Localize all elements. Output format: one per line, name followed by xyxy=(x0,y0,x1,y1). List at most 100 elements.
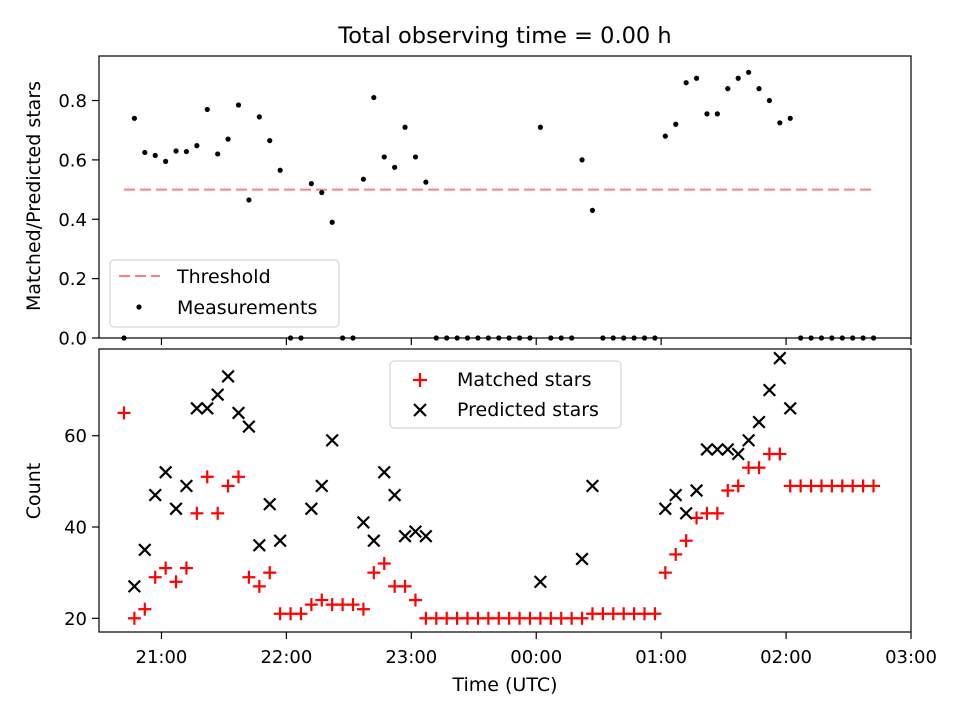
matched-stars-point xyxy=(263,566,277,580)
matched-stars-point xyxy=(242,570,256,584)
predicted-stars-point xyxy=(752,415,766,429)
count-y-tick-label: 20 xyxy=(64,609,87,630)
ratio-panel: 0.00.20.40.60.8 Matched/Predicted stars … xyxy=(23,55,912,350)
predicted-stars-point xyxy=(679,506,693,520)
matched-stars-point xyxy=(315,593,329,607)
predicted-stars-point xyxy=(408,525,423,539)
ratio-y-tick-label: 0.2 xyxy=(58,269,87,290)
measurement-point xyxy=(256,114,262,120)
measurement-point xyxy=(267,138,273,144)
predicted-stars-point xyxy=(367,534,381,548)
x-tick-label: 02:00 xyxy=(760,647,812,668)
measurement-point xyxy=(766,97,773,104)
measurement-point xyxy=(412,154,419,160)
matched-stars-point xyxy=(773,447,787,461)
measurement-point xyxy=(204,106,210,113)
matched-stars-point xyxy=(731,479,745,493)
predicted-stars-point xyxy=(315,479,329,493)
count-x-axis: 21:00 22:00 23:00 00:00 01:00 02:00 03:00 xyxy=(136,632,937,668)
predicted-stars-point xyxy=(377,465,391,479)
matched-stars-point xyxy=(752,461,766,475)
predicted-stars-point xyxy=(211,388,225,402)
measurement-point xyxy=(714,111,720,117)
measurement-point xyxy=(392,164,398,170)
measurement-point xyxy=(537,124,543,130)
matched-stars-point xyxy=(294,607,308,621)
matched-legend-label: Matched stars xyxy=(457,369,591,391)
matched-stars-point xyxy=(575,611,589,625)
measurement-point xyxy=(225,136,231,142)
matched-legend-swatch xyxy=(413,373,427,387)
matched-stars-point xyxy=(190,506,204,520)
matched-stars-point xyxy=(398,579,412,593)
predicted-legend-label: Predicted stars xyxy=(457,399,599,421)
matched-stars-point xyxy=(138,602,152,616)
measurement-point xyxy=(329,219,335,225)
predicted-stars-point xyxy=(159,465,173,479)
matched-stars-point xyxy=(179,561,193,575)
measurement-point xyxy=(787,115,793,121)
measurement-point xyxy=(735,75,741,81)
measurement-point xyxy=(308,181,314,187)
measurement-point xyxy=(673,121,679,127)
measurements-legend-label: Measurements xyxy=(177,297,317,319)
count-y-label: Count xyxy=(23,463,45,519)
x-tick-label: 01:00 xyxy=(635,647,687,668)
measurement-point xyxy=(756,86,762,92)
measurement-point xyxy=(319,189,325,196)
count-panel: 20 40 60 21:00 22:00 23:00 00:00 01:00 02:00 03:… xyxy=(23,348,937,696)
measurement-point xyxy=(777,120,783,126)
predicted-stars-point xyxy=(263,497,277,511)
measurement-point xyxy=(662,133,668,139)
count-plot-frame xyxy=(98,348,912,633)
measurement-point xyxy=(194,143,200,149)
predicted-stars-point xyxy=(669,488,683,502)
predicted-stars-point xyxy=(762,383,776,397)
predicted-stars-point xyxy=(585,479,600,493)
matched-stars-point xyxy=(679,534,693,548)
matched-stars-point xyxy=(252,579,266,593)
measurement-point xyxy=(704,111,710,117)
predicted-stars-point xyxy=(148,488,162,502)
predicted-stars-point xyxy=(700,442,714,456)
measurement-point xyxy=(589,207,596,213)
predicted-stars-point xyxy=(731,447,745,461)
matched-stars-point xyxy=(200,470,214,484)
measurement-point xyxy=(360,176,367,182)
predicted-stars-point xyxy=(242,420,256,434)
measurement-point xyxy=(371,94,377,101)
measurement-point xyxy=(402,124,408,130)
predicted-legend-swatch xyxy=(413,403,427,417)
x-tick-label: 03:00 xyxy=(885,647,937,668)
ratio-y-label: Matched/Predicted stars xyxy=(23,81,45,311)
matched-stars-point xyxy=(658,566,672,580)
predicted-stars-point xyxy=(304,502,318,516)
x-tick-label: 22:00 xyxy=(260,647,312,668)
predicted-stars-point xyxy=(773,351,787,365)
matched-stars-point xyxy=(169,575,183,589)
matched-stars-point xyxy=(648,607,662,621)
matched-stars-point xyxy=(117,406,131,420)
count-legend: Matched stars Predicted stars xyxy=(389,360,622,429)
matched-stars-point xyxy=(346,598,360,612)
predicted-stars-point xyxy=(221,369,235,383)
measurement-point xyxy=(163,158,169,164)
matched-stars-point xyxy=(211,506,225,520)
matched-stars-point xyxy=(721,484,735,497)
predicted-stars-point xyxy=(138,543,152,557)
predicted-stars-point xyxy=(398,529,412,543)
predicted-stars-point xyxy=(575,552,589,566)
matched-stars-point xyxy=(669,547,683,561)
predicted-stars-point xyxy=(179,479,194,493)
predicted-stars-point xyxy=(533,575,547,589)
measurement-point xyxy=(423,179,429,185)
chart-title: Total observing time = 0.00 h xyxy=(337,23,671,49)
measurement-point xyxy=(142,149,148,156)
matched-stars-point xyxy=(367,566,381,580)
measurement-point xyxy=(683,80,689,86)
measurement-point xyxy=(235,102,242,108)
measurement-point xyxy=(215,151,221,157)
predicted-stars-point xyxy=(169,502,183,516)
measurement-point xyxy=(173,148,179,154)
